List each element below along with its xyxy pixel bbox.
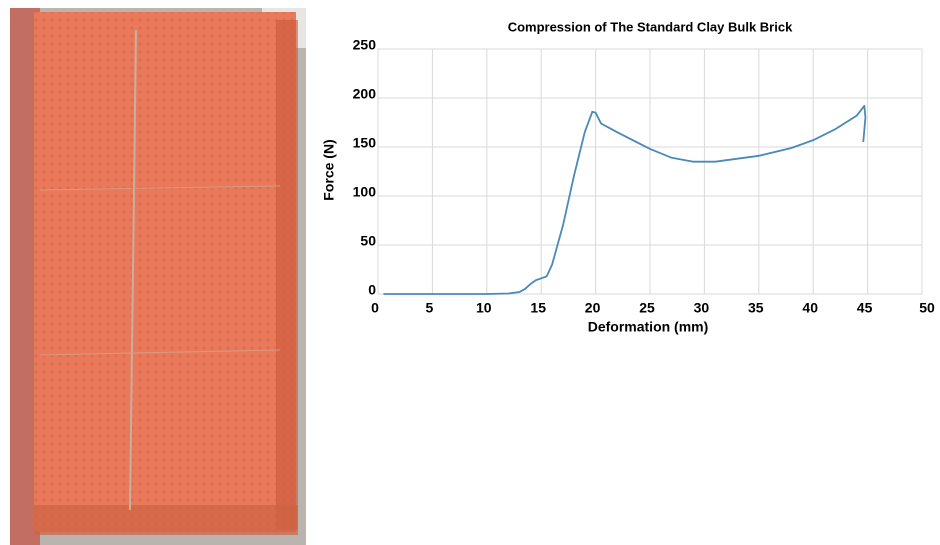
y-tick-label: 150 <box>353 135 377 151</box>
y-tick-label: 50 <box>360 233 376 249</box>
x-tick-label: 15 <box>530 300 546 316</box>
x-tick-label: 5 <box>426 300 434 316</box>
x-tick-label: 20 <box>585 300 601 316</box>
x-tick-label: 45 <box>857 300 873 316</box>
data-line <box>383 106 865 294</box>
x-tick-label: 50 <box>919 300 935 316</box>
figure: Compression of The Standard Clay Bulk Br… <box>0 0 940 545</box>
y-tick-label: 0 <box>368 282 376 298</box>
x-tick-label: 10 <box>476 300 492 316</box>
y-tick-label: 100 <box>353 184 377 200</box>
x-tick-label: 35 <box>748 300 764 316</box>
brick-photo <box>10 8 306 545</box>
y-tick-label: 250 <box>353 37 377 53</box>
x-axis-label: Deformation (mm) <box>588 319 709 335</box>
page: {"chart_data": {"type": "line", "title":… <box>0 0 940 545</box>
y-axis-label: Force (N) <box>321 139 337 200</box>
x-tick-label: 40 <box>802 300 818 316</box>
x-tick-label: 30 <box>694 300 710 316</box>
y-tick-label: 200 <box>353 86 377 102</box>
x-tick-label: 25 <box>639 300 655 316</box>
chart-title: Compression of The Standard Clay Bulk Br… <box>508 19 793 34</box>
x-tick-label: 0 <box>371 300 379 316</box>
